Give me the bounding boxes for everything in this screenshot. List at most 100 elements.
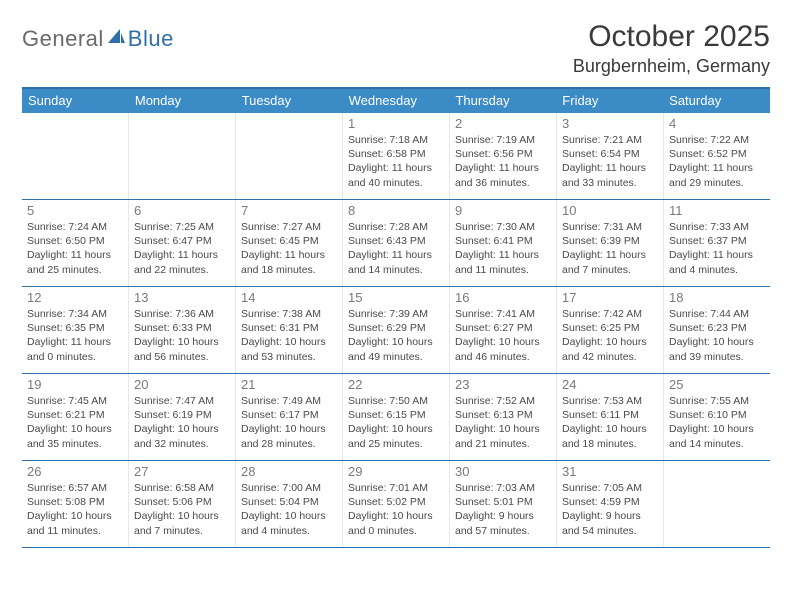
day-number: 18 [669,290,765,305]
header: General Blue October 2025 Burgbernheim, … [22,20,770,77]
sunrise-text: Sunrise: 7:27 AM [241,220,337,234]
sunset-text: Sunset: 6:17 PM [241,408,337,422]
sunrise-text: Sunrise: 7:36 AM [134,307,230,321]
daylight-text: Daylight: 10 hours [455,335,551,349]
day-header: Thursday [449,89,556,113]
day-number: 25 [669,377,765,392]
sunrise-text: Sunrise: 7:47 AM [134,394,230,408]
daylight-text: and 29 minutes. [669,176,765,190]
day-header: Tuesday [236,89,343,113]
daylight-text: Daylight: 10 hours [134,335,230,349]
empty-cell [664,461,770,547]
sunset-text: Sunset: 4:59 PM [562,495,658,509]
daylight-text: and 18 minutes. [241,263,337,277]
daylight-text: and 28 minutes. [241,437,337,451]
day-header: Sunday [22,89,129,113]
sunset-text: Sunset: 6:35 PM [27,321,123,335]
sunrise-text: Sunrise: 7:01 AM [348,481,444,495]
daylight-text: and 14 minutes. [669,437,765,451]
day-number: 22 [348,377,444,392]
day-number: 9 [455,203,551,218]
daylight-text: and 56 minutes. [134,350,230,364]
daylight-text: and 36 minutes. [455,176,551,190]
daylight-text: Daylight: 10 hours [669,335,765,349]
daylight-text: and 21 minutes. [455,437,551,451]
daylight-text: and 11 minutes. [27,524,123,538]
day-number: 28 [241,464,337,479]
sunrise-text: Sunrise: 7:24 AM [27,220,123,234]
daylight-text: Daylight: 11 hours [455,161,551,175]
sunset-text: Sunset: 6:39 PM [562,234,658,248]
day-cell: 7Sunrise: 7:27 AMSunset: 6:45 PMDaylight… [236,200,343,286]
daylight-text: Daylight: 11 hours [348,161,444,175]
daylight-text: and 33 minutes. [562,176,658,190]
day-number: 19 [27,377,123,392]
sunrise-text: Sunrise: 7:38 AM [241,307,337,321]
sunset-text: Sunset: 6:41 PM [455,234,551,248]
day-number: 1 [348,116,444,131]
daylight-text: Daylight: 9 hours [455,509,551,523]
day-cell: 30Sunrise: 7:03 AMSunset: 5:01 PMDayligh… [450,461,557,547]
daylight-text: Daylight: 11 hours [348,248,444,262]
day-number: 31 [562,464,658,479]
week-row: 5Sunrise: 7:24 AMSunset: 6:50 PMDaylight… [22,200,770,287]
sunset-text: Sunset: 6:21 PM [27,408,123,422]
daylight-text: Daylight: 10 hours [348,422,444,436]
day-cell: 23Sunrise: 7:52 AMSunset: 6:13 PMDayligh… [450,374,557,460]
sunrise-text: Sunrise: 7:39 AM [348,307,444,321]
empty-cell [129,113,236,199]
daylight-text: and 42 minutes. [562,350,658,364]
sunrise-text: Sunrise: 7:22 AM [669,133,765,147]
day-number: 20 [134,377,230,392]
daylight-text: and 4 minutes. [669,263,765,277]
sunset-text: Sunset: 6:19 PM [134,408,230,422]
day-number: 24 [562,377,658,392]
day-cell: 8Sunrise: 7:28 AMSunset: 6:43 PMDaylight… [343,200,450,286]
sunset-text: Sunset: 6:43 PM [348,234,444,248]
daylight-text: and 25 minutes. [348,437,444,451]
daylight-text: and 18 minutes. [562,437,658,451]
daylight-text: and 22 minutes. [134,263,230,277]
daylight-text: and 7 minutes. [562,263,658,277]
day-cell: 14Sunrise: 7:38 AMSunset: 6:31 PMDayligh… [236,287,343,373]
day-number: 13 [134,290,230,305]
logo-sail-icon [106,27,126,52]
day-number: 11 [669,203,765,218]
sunrise-text: Sunrise: 7:45 AM [27,394,123,408]
day-header: Wednesday [343,89,450,113]
empty-cell [22,113,129,199]
sunrise-text: Sunrise: 7:30 AM [455,220,551,234]
day-number: 27 [134,464,230,479]
daylight-text: Daylight: 11 hours [27,335,123,349]
day-number: 14 [241,290,337,305]
sunrise-text: Sunrise: 7:19 AM [455,133,551,147]
location: Burgbernheim, Germany [573,56,770,77]
daylight-text: Daylight: 11 hours [562,248,658,262]
sunrise-text: Sunrise: 7:31 AM [562,220,658,234]
daylight-text: and 4 minutes. [241,524,337,538]
day-number: 17 [562,290,658,305]
week-row: 26Sunrise: 6:57 AMSunset: 5:08 PMDayligh… [22,461,770,548]
sunset-text: Sunset: 6:15 PM [348,408,444,422]
sunset-text: Sunset: 6:56 PM [455,147,551,161]
daylight-text: Daylight: 10 hours [241,335,337,349]
daylight-text: Daylight: 10 hours [348,509,444,523]
day-cell: 31Sunrise: 7:05 AMSunset: 4:59 PMDayligh… [557,461,664,547]
day-number: 8 [348,203,444,218]
daylight-text: and 46 minutes. [455,350,551,364]
day-cell: 19Sunrise: 7:45 AMSunset: 6:21 PMDayligh… [22,374,129,460]
sunset-text: Sunset: 6:11 PM [562,408,658,422]
sunset-text: Sunset: 5:04 PM [241,495,337,509]
day-cell: 4Sunrise: 7:22 AMSunset: 6:52 PMDaylight… [664,113,770,199]
daylight-text: Daylight: 9 hours [562,509,658,523]
daylight-text: and 32 minutes. [134,437,230,451]
day-number: 30 [455,464,551,479]
day-cell: 28Sunrise: 7:00 AMSunset: 5:04 PMDayligh… [236,461,343,547]
daylight-text: Daylight: 10 hours [134,509,230,523]
day-cell: 21Sunrise: 7:49 AMSunset: 6:17 PMDayligh… [236,374,343,460]
daylight-text: Daylight: 11 hours [241,248,337,262]
sunset-text: Sunset: 6:58 PM [348,147,444,161]
daylight-text: Daylight: 10 hours [562,422,658,436]
daylight-text: and 25 minutes. [27,263,123,277]
title-block: October 2025 Burgbernheim, Germany [573,20,770,77]
